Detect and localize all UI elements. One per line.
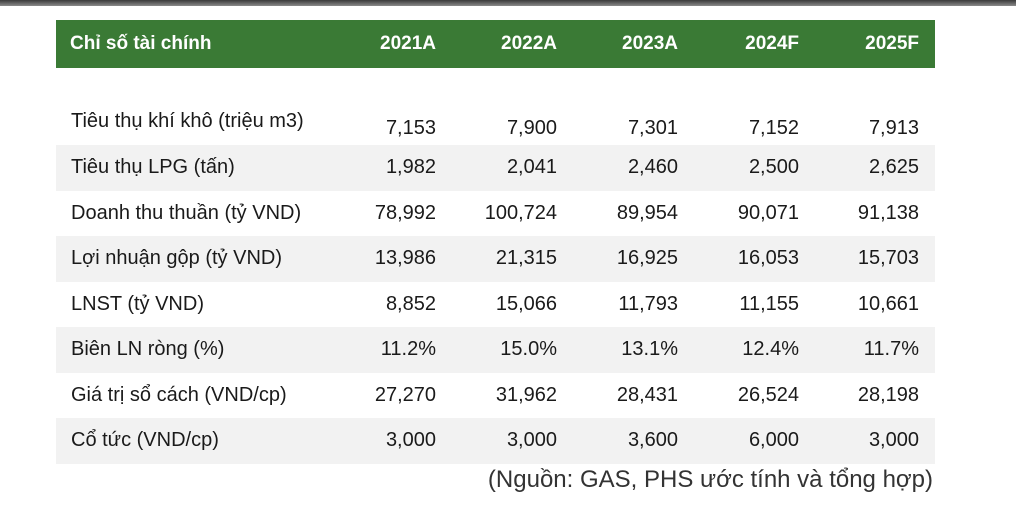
cell-value: 11,793	[618, 292, 678, 315]
header-2025f: 2025F	[815, 20, 935, 68]
cell-value: 27,270	[374, 383, 436, 406]
cell-value: 8,852	[385, 292, 436, 315]
row-label: Lợi nhuận gộp (tỷ VND)	[56, 236, 316, 282]
cell-value: 7,900	[506, 117, 557, 139]
cell-value: 28,431	[616, 383, 678, 406]
cell-value: 7,301	[627, 117, 678, 139]
cell-value: 7,152	[748, 117, 799, 139]
cell-value: 89,954	[616, 201, 678, 224]
table-row: Tiêu thụ khí khô (triệu m3) 7,153 7,900 …	[56, 68, 935, 145]
table-row: LNST (tỷ VND) 8,852 15,066 11,793 11,155…	[56, 282, 935, 328]
cell-value: 6,000	[694, 418, 815, 464]
header-2022a: 2022A	[452, 20, 573, 68]
cell-value: 28,198	[857, 383, 919, 406]
cell-value: 15,066	[495, 292, 557, 315]
cell-value: 12.4%	[694, 327, 815, 373]
cell-value: 15,703	[815, 236, 935, 282]
row-label: Doanh thu thuần (tỷ VND)	[71, 201, 302, 224]
cell-value: 15.0%	[452, 327, 573, 373]
cell-value: 3,600	[573, 418, 694, 464]
cell-value: 2,625	[815, 145, 935, 191]
financial-indicators-table: Chỉ số tài chính 2021A 2022A 2023A 2024F…	[56, 20, 935, 464]
table-row: Biên LN ròng (%) 11.2% 15.0% 13.1% 12.4%…	[56, 327, 935, 373]
header-indicator: Chỉ số tài chính	[56, 20, 316, 68]
cell-value: 7,153	[385, 117, 436, 139]
cell-value: 2,460	[573, 145, 694, 191]
row-label: Cổ tức (VND/cp)	[56, 418, 316, 464]
header-2023a: 2023A	[573, 20, 694, 68]
top-edge-shadow	[0, 0, 1016, 6]
table-row: Lợi nhuận gộp (tỷ VND) 13,986 21,315 16,…	[56, 236, 935, 282]
cell-value: 21,315	[452, 236, 573, 282]
cell-value: 11,155	[739, 292, 799, 315]
table-header-row: Chỉ số tài chính 2021A 2022A 2023A 2024F…	[56, 20, 935, 68]
cell-value: 16,925	[573, 236, 694, 282]
cell-value: 13.1%	[573, 327, 694, 373]
table-row: Tiêu thụ LPG (tấn) 1,982 2,041 2,460 2,5…	[56, 145, 935, 191]
cell-value: 91,138	[857, 201, 919, 224]
cell-value: 3,000	[815, 418, 935, 464]
cell-value: 78,992	[374, 201, 436, 224]
cell-value: 2,041	[452, 145, 573, 191]
cell-value: 11.2%	[316, 327, 452, 373]
table-row: Giá trị sổ cách (VND/cp) 27,270 31,962 2…	[56, 373, 935, 419]
row-label: Giá trị sổ cách (VND/cp)	[71, 383, 287, 406]
cell-value: 16,053	[694, 236, 815, 282]
cell-value: 11.7%	[815, 327, 935, 373]
cell-value: 31,962	[495, 383, 557, 406]
cell-value: 90,071	[737, 201, 799, 224]
cell-value: 1,982	[316, 145, 452, 191]
cell-value: 7,913	[868, 117, 919, 139]
table-row: Cổ tức (VND/cp) 3,000 3,000 3,600 6,000 …	[56, 418, 935, 464]
table-row: Doanh thu thuần (tỷ VND) 78,992 100,724 …	[56, 191, 935, 237]
row-label: LNST (tỷ VND)	[71, 292, 204, 315]
cell-value: 10,661	[857, 292, 919, 315]
header-2024f: 2024F	[694, 20, 815, 68]
cell-value: 3,000	[316, 418, 452, 464]
row-label: Tiêu thụ khí khô (triệu m3)	[71, 110, 304, 132]
cell-value: 13,986	[316, 236, 452, 282]
cell-value: 100,724	[484, 201, 557, 224]
cell-value: 2,500	[694, 145, 815, 191]
header-2021a: 2021A	[316, 20, 452, 68]
source-note: (Nguồn: GAS, PHS ước tính và tổng hợp)	[487, 466, 933, 493]
row-label: Tiêu thụ LPG (tấn)	[56, 145, 316, 191]
cell-value: 26,524	[737, 383, 799, 406]
cell-value: 3,000	[452, 418, 573, 464]
row-label: Biên LN ròng (%)	[56, 327, 316, 373]
